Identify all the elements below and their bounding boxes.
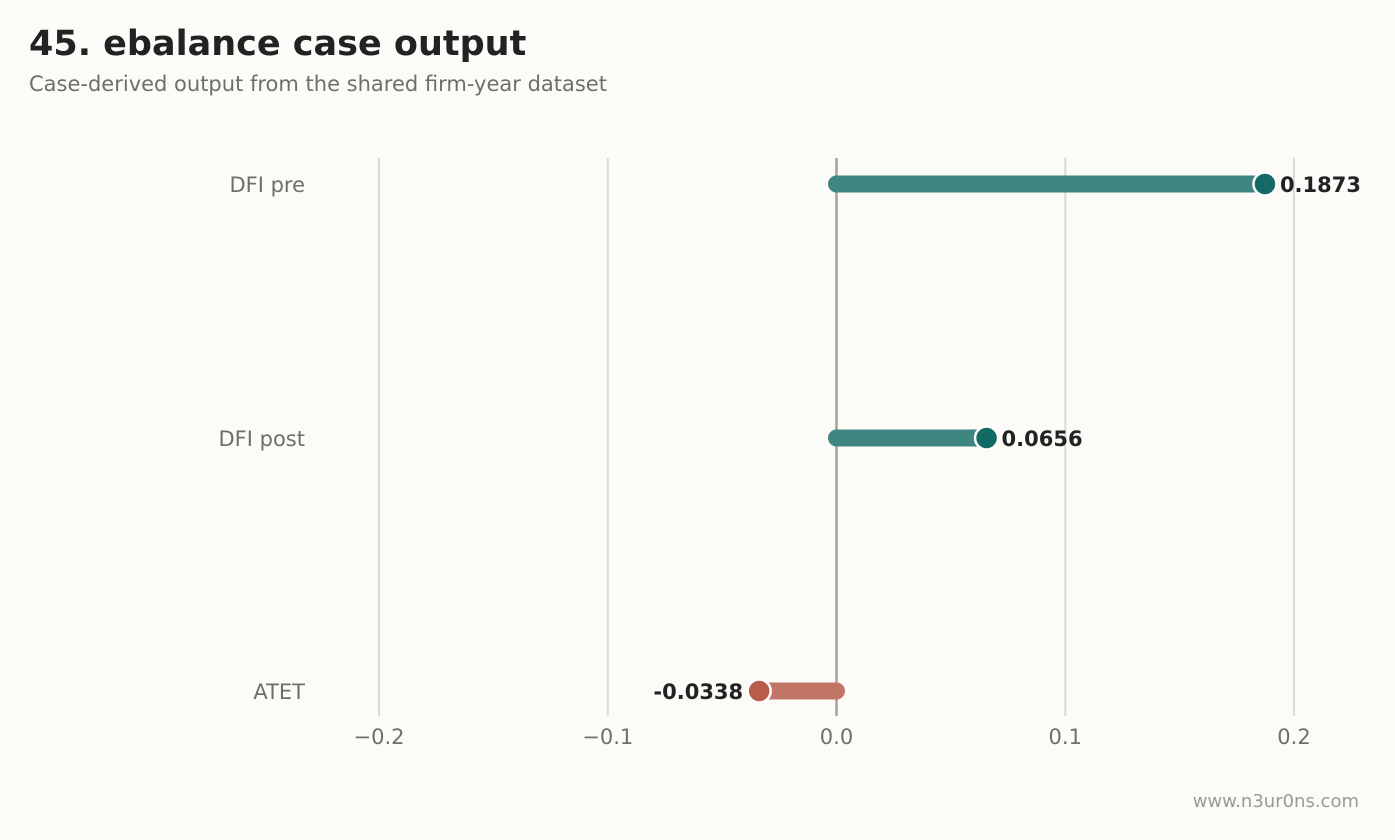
x-tick-label: 0.2 (1277, 725, 1310, 749)
chart-title: 45. ebalance case output (29, 24, 527, 64)
value-label: 0.1873 (1280, 173, 1361, 197)
x-tick-label: −0.2 (354, 725, 405, 749)
value-label: 0.0656 (1002, 427, 1083, 451)
x-tick-label: 0.0 (820, 725, 853, 749)
watermark: www.n3ur0ns.com (1192, 791, 1359, 812)
lollipop-dot (973, 425, 1000, 451)
lollipop-dot (746, 678, 772, 704)
x-tick-label: −0.1 (582, 725, 633, 749)
x-tick-label: 0.1 (1049, 725, 1082, 749)
category-label: ATET (253, 680, 305, 704)
value-label: -0.0338 (653, 680, 743, 704)
lollipop-dot (1252, 171, 1278, 197)
category-label: DFI post (219, 427, 305, 451)
category-label: DFI pre (229, 173, 305, 197)
chart-subtitle: Case-derived output from the shared firm… (29, 72, 607, 96)
